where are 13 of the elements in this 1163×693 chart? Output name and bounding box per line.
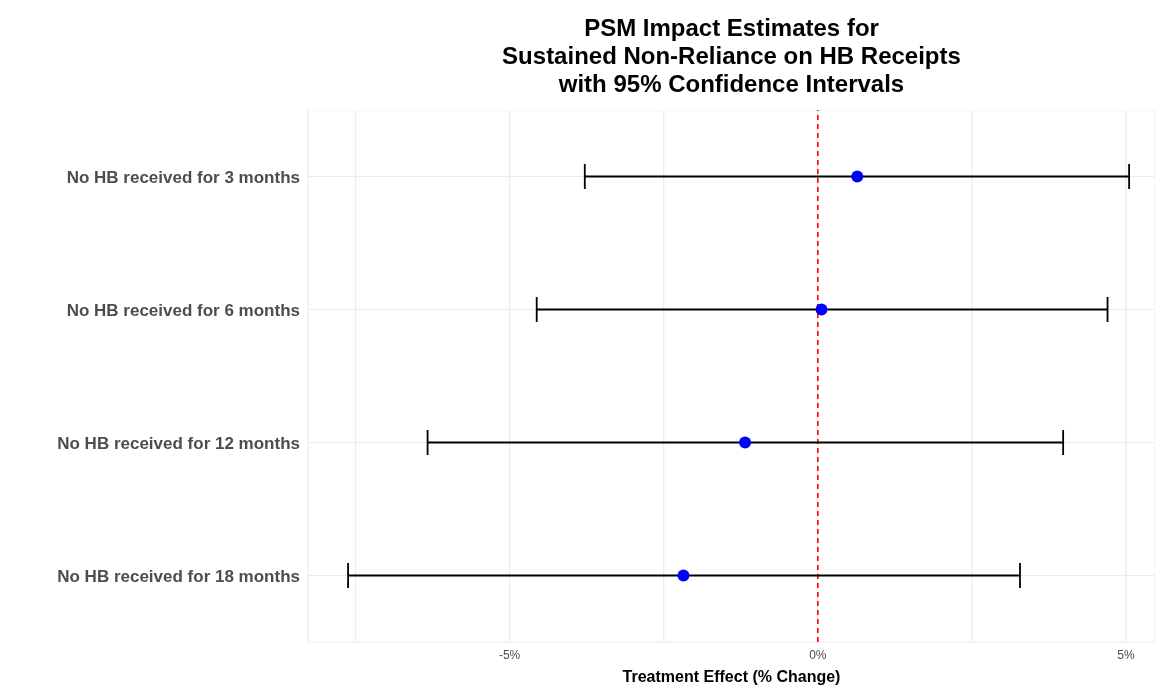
point bbox=[739, 436, 752, 449]
x-axis-title: Treatment Effect (% Change) bbox=[621, 668, 842, 686]
x-tick-label: 5% bbox=[1117, 647, 1136, 662]
y-tick-label: No HB received for 18 months bbox=[57, 566, 300, 586]
y-tick-label: No HB received for 3 months bbox=[66, 167, 300, 187]
point bbox=[851, 170, 864, 183]
y-tick-label: No HB received for 6 months bbox=[66, 300, 300, 320]
chart-title: PSM Impact Estimates for Sustained Non-Reliance on HB Receipts with 95% Confidence Intervals bbox=[501, 13, 962, 99]
point bbox=[677, 569, 690, 582]
x-tick-label: -5% bbox=[498, 647, 521, 662]
point bbox=[815, 303, 828, 316]
y-tick-label: No HB received for 12 months bbox=[57, 433, 300, 453]
x-tick-label: 0% bbox=[809, 647, 827, 662]
